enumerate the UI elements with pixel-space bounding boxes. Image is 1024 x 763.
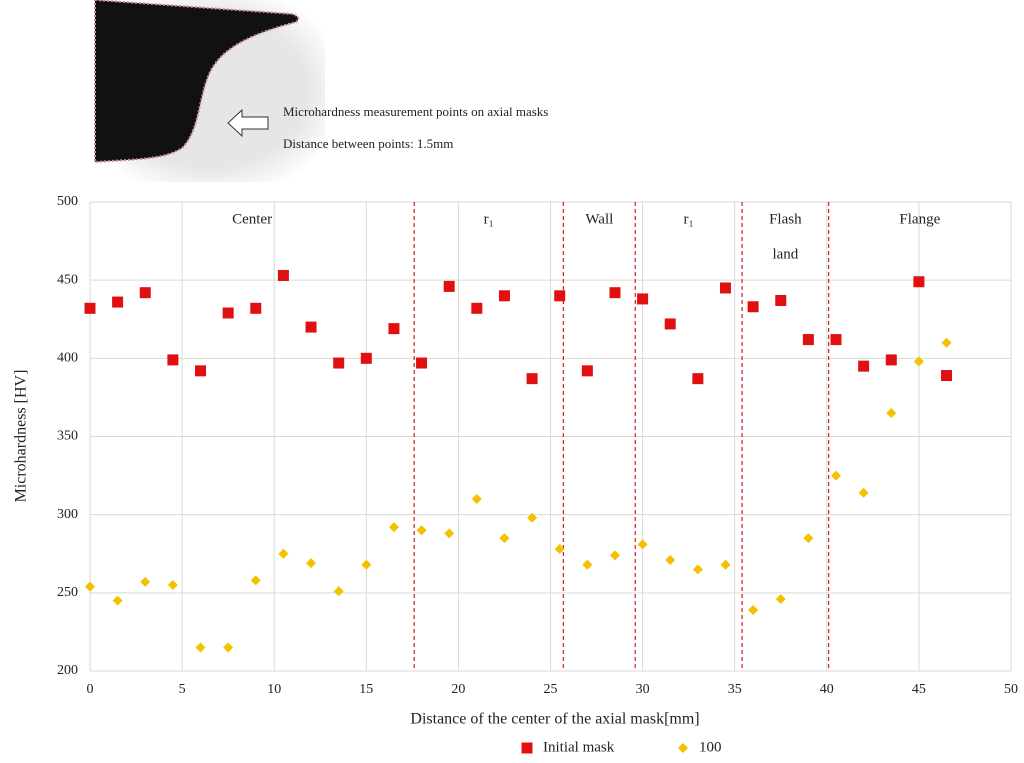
legend-label: Initial mask	[543, 739, 615, 755]
marker-square	[831, 334, 842, 345]
region-label: r₁	[484, 211, 494, 227]
marker-diamond	[665, 555, 675, 565]
marker-diamond	[140, 577, 150, 587]
marker-square	[665, 318, 676, 329]
marker-diamond	[85, 582, 95, 592]
marker-diamond	[278, 549, 288, 559]
marker-diamond	[251, 575, 261, 585]
marker-square	[748, 301, 759, 312]
region-label: Flange	[899, 211, 940, 227]
marker-square	[223, 307, 234, 318]
chart: Microhardness measurement points on axia…	[0, 0, 1024, 763]
marker-square	[554, 290, 565, 301]
marker-square	[361, 353, 372, 364]
marker-square	[85, 303, 96, 314]
y-tick-label: 350	[57, 429, 78, 444]
marker-square	[941, 370, 952, 381]
y-tick-label: 300	[57, 507, 78, 522]
marker-diamond	[223, 643, 233, 653]
marker-diamond	[444, 528, 454, 538]
y-tick-label: 400	[57, 351, 78, 366]
marker-diamond	[168, 580, 178, 590]
marker-square	[112, 297, 123, 308]
marker-square	[306, 322, 317, 333]
marker-square	[167, 354, 178, 365]
y-axis-label: Microhardness [HV]	[13, 370, 30, 503]
marker-square	[333, 358, 344, 369]
marker-diamond	[582, 560, 592, 570]
marker-square	[195, 365, 206, 376]
marker-diamond	[417, 525, 427, 535]
y-tick-label: 200	[57, 663, 78, 678]
marker-diamond	[720, 560, 730, 570]
marker-square	[775, 295, 786, 306]
note-line: Distance between points: 1.5mm	[283, 136, 453, 151]
marker-square	[388, 323, 399, 334]
marker-square	[522, 743, 533, 754]
marker-square	[471, 303, 482, 314]
marker-diamond	[803, 533, 813, 543]
marker-square	[527, 373, 538, 384]
x-tick-label: 5	[179, 682, 186, 697]
marker-diamond	[693, 564, 703, 574]
marker-diamond	[113, 596, 123, 606]
y-tick-label: 450	[57, 272, 78, 287]
x-tick-label: 40	[820, 682, 834, 697]
marker-square	[499, 290, 510, 301]
x-tick-label: 10	[267, 682, 281, 697]
region-label: Flash	[769, 211, 802, 227]
legend-label: 100	[699, 739, 722, 755]
marker-square	[803, 334, 814, 345]
marker-diamond	[638, 539, 648, 549]
marker-square	[692, 373, 703, 384]
marker-square	[858, 361, 869, 372]
region-label: r₁	[684, 211, 694, 227]
marker-diamond	[942, 338, 952, 348]
x-axis-label: Distance of the center of the axial mask…	[410, 711, 699, 728]
marker-diamond	[306, 558, 316, 568]
region-label: land	[772, 246, 798, 262]
marker-diamond	[472, 494, 482, 504]
region-label: Wall	[585, 211, 613, 227]
marker-square	[140, 287, 151, 298]
marker-diamond	[499, 533, 509, 543]
marker-diamond	[859, 488, 869, 498]
x-tick-label: 45	[912, 682, 926, 697]
marker-square	[637, 293, 648, 304]
x-tick-label: 20	[451, 682, 465, 697]
marker-diamond	[361, 560, 371, 570]
y-tick-label: 500	[57, 194, 78, 209]
x-tick-label: 35	[728, 682, 742, 697]
marker-square	[913, 276, 924, 287]
marker-square	[720, 282, 731, 293]
region-label: Center	[232, 211, 272, 227]
marker-square	[278, 270, 289, 281]
marker-diamond	[748, 605, 758, 615]
marker-square	[609, 287, 620, 298]
note-line: Microhardness measurement points on axia…	[283, 104, 548, 119]
marker-diamond	[886, 408, 896, 418]
x-tick-label: 0	[87, 682, 94, 697]
marker-diamond	[389, 522, 399, 532]
marker-square	[250, 303, 261, 314]
marker-diamond	[678, 743, 688, 753]
marker-diamond	[334, 586, 344, 596]
marker-diamond	[196, 643, 206, 653]
x-tick-label: 50	[1004, 682, 1018, 697]
marker-square	[444, 281, 455, 292]
marker-square	[582, 365, 593, 376]
marker-diamond	[776, 594, 786, 604]
x-tick-label: 30	[636, 682, 650, 697]
marker-diamond	[831, 471, 841, 481]
marker-square	[886, 354, 897, 365]
marker-diamond	[610, 550, 620, 560]
x-tick-label: 15	[359, 682, 373, 697]
y-tick-label: 250	[57, 585, 78, 600]
marker-square	[416, 358, 427, 369]
x-tick-label: 25	[544, 682, 558, 697]
